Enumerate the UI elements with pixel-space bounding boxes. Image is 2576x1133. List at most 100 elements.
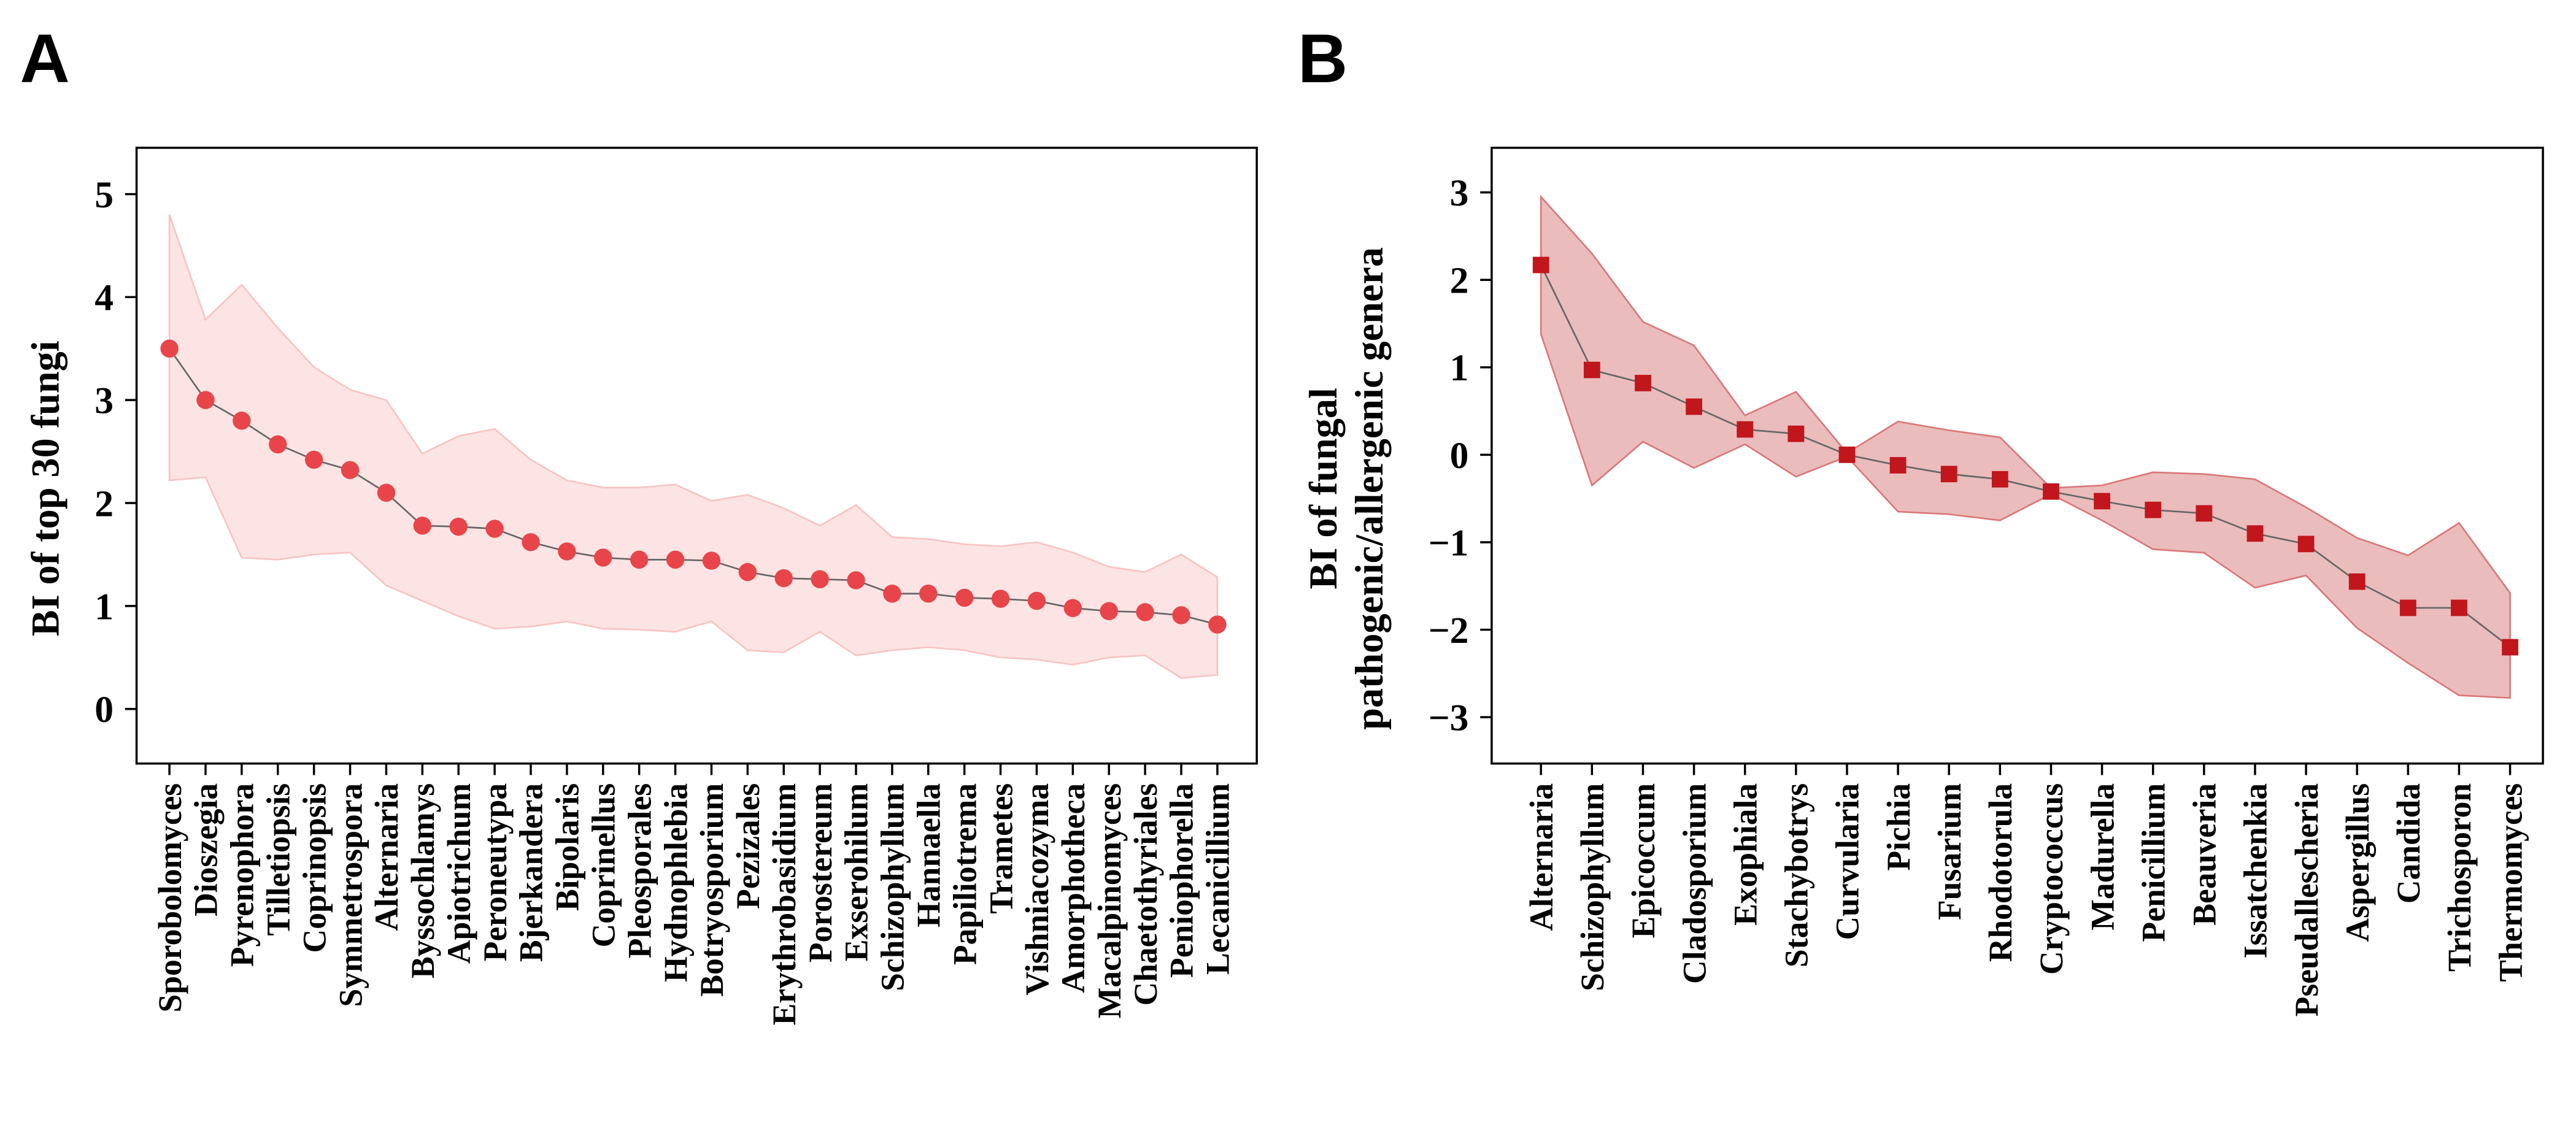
x-tick-label: Exophiala xyxy=(1727,783,1764,926)
plot-frame xyxy=(135,147,1258,765)
data-point xyxy=(955,588,974,607)
x-tick-label: Thermomyces xyxy=(2492,783,2529,982)
x-tick-label: Botryosporium xyxy=(693,783,730,997)
data-point xyxy=(702,551,721,570)
x-tick-label: Chaetothyriales xyxy=(1127,783,1164,1006)
data-point xyxy=(160,339,179,358)
data-point xyxy=(2043,483,2059,500)
x-tick-label: Peroneutypa xyxy=(477,783,514,961)
x-tick-label: Schizophyllum xyxy=(1574,783,1611,991)
y-tick-label: 3 xyxy=(94,380,114,422)
x-tick-label: Cryptococcus xyxy=(2033,783,2070,975)
x-tick-label: Exserohilum xyxy=(838,783,875,961)
x-tick-label: Bipolaris xyxy=(549,783,586,911)
y-tick-label: −2 xyxy=(1429,610,1469,651)
data-point xyxy=(1100,602,1118,621)
data-point xyxy=(1063,599,1082,617)
x-tick-label: Schizophyllum xyxy=(874,783,911,991)
data-point xyxy=(738,563,757,582)
y-axis-label: BI of top 30 fungi xyxy=(23,340,67,636)
x-tick-label: Sporobolomyces xyxy=(152,783,188,1013)
x-tick-label: Madurella xyxy=(2084,783,2121,931)
data-point xyxy=(811,570,829,588)
x-tick-label: Macalpinomyces xyxy=(1091,783,1128,1018)
x-tick-label: Pichia xyxy=(1880,783,1917,871)
panel-label: B xyxy=(1298,20,1348,97)
data-point xyxy=(304,450,323,469)
data-point xyxy=(377,483,396,502)
data-point xyxy=(2145,501,2162,518)
data-point xyxy=(1686,398,1702,415)
data-point xyxy=(1838,447,1856,463)
y-tick-label: 5 xyxy=(94,174,114,216)
y-tick-label: −3 xyxy=(1429,697,1469,739)
data-point xyxy=(413,517,432,535)
y-axis-label: pathogenic/allergenic genera xyxy=(1348,247,1391,730)
y-tick-label: 1 xyxy=(94,586,114,628)
x-tick-label: Aspergillus xyxy=(2339,783,2376,942)
x-tick-label: Beauveria xyxy=(2186,783,2223,926)
data-point xyxy=(991,590,1010,608)
x-tick-label: Pseudallescheria xyxy=(2288,783,2325,1017)
x-tick-label: Vishniacozyma xyxy=(1019,783,1055,996)
x-tick-label: Amorphotheca xyxy=(1055,783,1092,993)
data-point xyxy=(1172,606,1190,624)
data-point xyxy=(1991,470,2008,488)
x-tick-label: Alternaria xyxy=(1523,783,1560,931)
data-point xyxy=(1208,615,1227,634)
data-point xyxy=(2451,599,2467,616)
data-point xyxy=(1583,361,1600,378)
data-point xyxy=(2246,525,2264,542)
x-tick-label: Erythrobasidium xyxy=(766,783,803,1026)
data-point xyxy=(1737,421,1754,438)
x-tick-label: Epicoccum xyxy=(1625,783,1662,939)
x-tick-label: Lecanicillium xyxy=(1200,783,1236,975)
data-point xyxy=(919,585,938,603)
x-tick-label: Hydnophlebia xyxy=(657,783,694,982)
confidence-band xyxy=(168,214,1219,679)
x-tick-label: Pezizales xyxy=(730,783,766,909)
x-tick-label: Trametes xyxy=(982,783,1019,914)
data-point xyxy=(196,391,215,409)
data-point xyxy=(1787,425,1805,442)
data-point xyxy=(2297,536,2315,553)
confidence-band xyxy=(1540,194,2511,699)
data-point xyxy=(774,569,793,588)
y-tick-label: 0 xyxy=(94,689,114,731)
data-point xyxy=(485,520,504,538)
data-point xyxy=(1532,256,1549,274)
y-axis-label: BI of fungal xyxy=(1301,388,1345,589)
data-point xyxy=(1635,375,1651,391)
x-tick-label: Candida xyxy=(2390,783,2427,904)
x-tick-label: Alternaria xyxy=(368,783,405,931)
x-tick-label: Hannaella xyxy=(911,783,947,928)
x-tick-label: Dioszegia xyxy=(188,783,225,916)
data-point xyxy=(847,571,865,590)
data-point xyxy=(630,550,649,569)
data-point xyxy=(2399,599,2416,616)
data-point xyxy=(1889,457,1907,474)
x-tick-label: Porostereum xyxy=(802,783,839,962)
x-tick-label: Bjerkandera xyxy=(513,783,550,962)
data-point xyxy=(522,533,540,551)
data-point xyxy=(2502,639,2518,656)
x-tick-label: Penicillium xyxy=(2135,783,2172,942)
y-tick-label: 2 xyxy=(1450,260,1469,302)
data-point xyxy=(2094,493,2110,510)
y-tick-label: 4 xyxy=(94,277,114,319)
x-tick-label: Cladosporium xyxy=(1676,783,1713,984)
data-point xyxy=(341,461,360,480)
x-tick-label: Coprinellus xyxy=(585,783,622,948)
x-tick-label: Issatchenkia xyxy=(2237,783,2274,958)
x-tick-label: Rhodotorula xyxy=(1982,783,2019,962)
data-point xyxy=(1027,591,1046,610)
x-tick-label: Fusarium xyxy=(1931,783,1968,920)
x-tick-label: Symmetrospora xyxy=(332,783,369,1007)
data-line xyxy=(1540,264,2511,648)
x-tick-label: Curvularia xyxy=(1829,783,1866,940)
panel-label: A xyxy=(20,20,70,97)
x-tick-label: Pleosporales xyxy=(621,783,658,958)
y-tick-label: 1 xyxy=(1450,347,1469,389)
